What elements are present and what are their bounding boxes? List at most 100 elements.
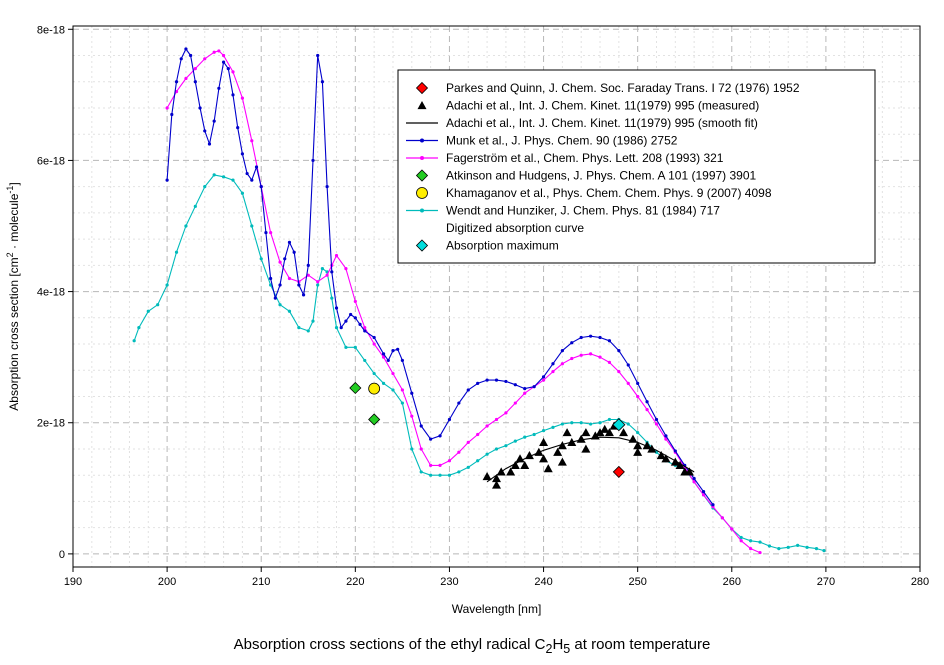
data-point (306, 263, 310, 267)
data-point (567, 437, 577, 447)
data-point (269, 276, 273, 281)
x-axis-label: Wavelength [nm] (452, 602, 542, 616)
data-point (534, 447, 544, 456)
legend-marker (420, 208, 424, 213)
data-point (636, 381, 640, 385)
data-point (203, 185, 207, 189)
data-point (589, 352, 593, 356)
data-point (273, 296, 277, 300)
data-point (626, 363, 630, 367)
data-point (524, 451, 534, 460)
data-point (353, 299, 357, 304)
data-point (410, 447, 414, 451)
data-point (814, 547, 819, 551)
data-point (429, 463, 433, 467)
caption-part-2: H (552, 636, 564, 653)
data-point (664, 437, 668, 441)
data-point (184, 224, 188, 228)
data-point (334, 253, 339, 258)
series-group (368, 382, 381, 395)
legend-marker (420, 138, 424, 143)
data-point (557, 457, 567, 466)
data-point (570, 341, 574, 345)
data-point (297, 283, 301, 287)
data-point (576, 434, 586, 443)
data-point (203, 129, 207, 133)
data-point (645, 400, 649, 404)
data-point (656, 451, 666, 460)
data-point (212, 119, 216, 123)
data-point (758, 540, 762, 544)
data-point (636, 430, 640, 435)
data-point (532, 385, 536, 389)
data-point (701, 489, 706, 494)
data-point (730, 527, 734, 531)
data-point (786, 545, 790, 549)
plot-frame (72, 25, 921, 568)
data-point (607, 360, 612, 365)
x-tick-label: 230 (440, 576, 458, 588)
data-point (339, 326, 343, 330)
data-point (822, 549, 826, 553)
data-point (410, 391, 414, 395)
data-point (301, 293, 306, 297)
data-point (466, 440, 470, 445)
y-axis-label-part: Absorption cross section [cm (7, 257, 21, 410)
legend-marker (417, 101, 427, 110)
data-point (250, 178, 254, 182)
y-tick-label: 8e-18 (37, 24, 65, 36)
data-point (363, 326, 367, 330)
data-point (664, 434, 668, 438)
caption-part-3: at room temperature (570, 636, 711, 653)
data-point (539, 437, 549, 447)
legend-marker (416, 187, 428, 199)
data-point (419, 447, 423, 451)
data-point (447, 473, 452, 477)
series-group (612, 465, 625, 478)
legend-marker (420, 156, 424, 160)
data-point (673, 449, 677, 453)
data-point (496, 467, 506, 476)
data-point (510, 460, 520, 469)
data-point (523, 435, 527, 439)
data-point (595, 428, 605, 437)
data-point (353, 316, 357, 320)
y-tick-label: 0 (59, 549, 65, 561)
data-point (165, 283, 169, 287)
data-point (396, 347, 400, 351)
legend-entry-label: Fagerström et al., Chem. Phys. Lett. 208… (446, 151, 724, 165)
data-point (381, 381, 386, 385)
data-point (661, 454, 671, 463)
data-point (515, 454, 525, 463)
data-point (589, 422, 593, 426)
data-point (551, 425, 555, 429)
absorption-maximum-point (612, 418, 626, 432)
data-point (485, 378, 489, 382)
data-point (543, 464, 553, 473)
legend-entry-label: Munk et al., J. Phys. Chem. 90 (1986) 27… (446, 134, 678, 148)
data-point (330, 296, 334, 300)
data-point (259, 185, 263, 189)
data-point (320, 80, 324, 84)
legend-entry-label: Parkes and Quinn, J. Chem. Soc. Faraday … (446, 81, 800, 95)
data-point (170, 112, 174, 117)
data-point (372, 335, 376, 340)
series-line (166, 48, 714, 506)
data-point (607, 417, 612, 422)
y-axis-label-part: -1 (5, 186, 15, 194)
data-point (306, 273, 310, 277)
data-point (739, 535, 743, 540)
data-point (805, 545, 809, 549)
data-point (506, 467, 516, 476)
caption-sub-1: 2 (545, 642, 553, 656)
legend-marker (415, 239, 429, 252)
data-point (193, 67, 197, 71)
data-point (482, 472, 492, 481)
data-point (287, 309, 292, 313)
data-point (207, 142, 212, 146)
data-point (541, 429, 546, 433)
data-point (349, 312, 353, 317)
data-point (231, 70, 235, 74)
data-point (749, 547, 753, 551)
legend-box (397, 69, 876, 264)
